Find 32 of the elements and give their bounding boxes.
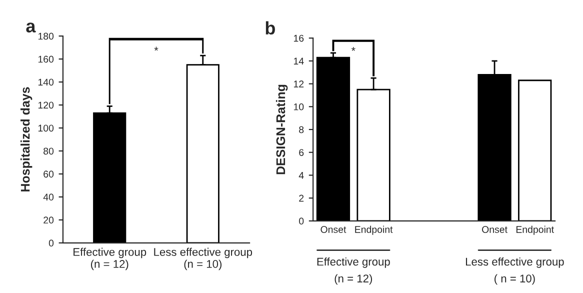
x-tick-label: Less effective group (n = 10) xyxy=(154,248,252,270)
y-tick-label: 4 xyxy=(298,172,304,179)
y-tick-label: 60 xyxy=(44,170,54,178)
y-tick-label: 40 xyxy=(43,194,54,201)
y-axis-title: Hospitalized days xyxy=(20,87,32,192)
y-tick-label: 6 xyxy=(299,149,304,156)
y-tick-label: 2 xyxy=(299,194,304,202)
x-tick-label: Onset xyxy=(320,226,346,233)
chart-title: a xyxy=(26,22,36,32)
y-tick-label: 8 xyxy=(299,126,304,134)
y-tick-label: 80 xyxy=(44,148,54,155)
bar xyxy=(518,80,552,221)
x-tick-label: Onset xyxy=(482,226,508,233)
y-tick-label: 0 xyxy=(48,240,54,247)
y-axis-title: DESIGN-Rating xyxy=(276,84,288,174)
y-tick-label: 12 xyxy=(294,80,304,88)
x-tick-label: Endpoint xyxy=(516,226,554,235)
y-tick-label: 16 xyxy=(294,34,304,42)
y-tick-label: 160 xyxy=(38,56,54,63)
x-tick-label: Endpoint xyxy=(355,226,393,235)
y-tick-label: 20 xyxy=(44,216,54,224)
y-tick-label: 180 xyxy=(38,32,54,40)
annotation: * xyxy=(154,46,158,51)
y-tick-label: 14 xyxy=(294,58,304,64)
y-tick-label: 100 xyxy=(38,124,54,132)
y-tick-label: 120 xyxy=(38,102,54,109)
chart-title: b xyxy=(266,21,275,35)
annotation: * xyxy=(351,47,356,51)
text: Less effective group ( n = 10) xyxy=(466,257,564,285)
y-tick-label: 10 xyxy=(294,103,304,110)
y-tick-label: 140 xyxy=(38,78,54,86)
y-tick-label: 0 xyxy=(299,218,304,225)
